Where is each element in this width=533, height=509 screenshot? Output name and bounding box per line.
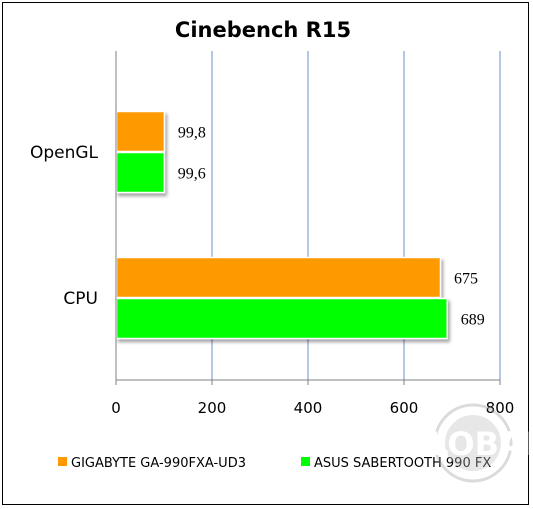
legend-label-series-2: ASUS SABERTOOTH 990 FX <box>314 456 491 471</box>
bar-opengl-series-2 <box>115 151 166 194</box>
chart-svg: Cinebench R15 99,8 99,6 675 689 0 200 400 600 8… <box>30 18 530 483</box>
data-label-opengl-series-2: 99,6 <box>178 166 206 183</box>
chart-title: Cinebench R15 <box>175 18 351 42</box>
bar-opengl-series-1 <box>115 110 166 153</box>
category-label-opengl: OpenGL <box>30 143 99 163</box>
category-label-cpu: CPU <box>63 289 98 309</box>
x-tick-label-0: 0 <box>111 399 121 417</box>
axes: 0 200 400 600 800 OpenGL CPU <box>30 51 514 417</box>
legend-swatch-series-2 <box>301 457 310 466</box>
data-label-cpu-series-1: 675 <box>454 271 478 288</box>
legend-label-series-1: GIGABYTE GA-990FXA-UD3 <box>71 456 246 471</box>
chart-frame: Cinebench R15 99,8 99,6 675 689 0 200 400 600 8… <box>2 2 530 505</box>
bar-cpu-series-2 <box>115 297 448 340</box>
bars: 99,8 99,6 675 689 <box>115 110 485 340</box>
watermark-text: GLOBAL <box>402 425 530 463</box>
x-tick-label-200: 200 <box>198 399 227 417</box>
legend-swatch-series-1 <box>58 457 67 466</box>
data-label-cpu-series-2: 689 <box>461 312 485 329</box>
x-tick-label-800: 800 <box>486 399 515 417</box>
x-tick-label-400: 400 <box>294 399 323 417</box>
watermark-logo: GLOBAL <box>402 403 530 483</box>
data-label-opengl-series-1: 99,8 <box>178 125 206 142</box>
legend: GIGABYTE GA-990FXA-UD3 ASUS SABERTOOTH 99… <box>58 456 491 471</box>
x-tick-label-600: 600 <box>390 399 419 417</box>
bar-cpu-series-1 <box>115 256 442 299</box>
